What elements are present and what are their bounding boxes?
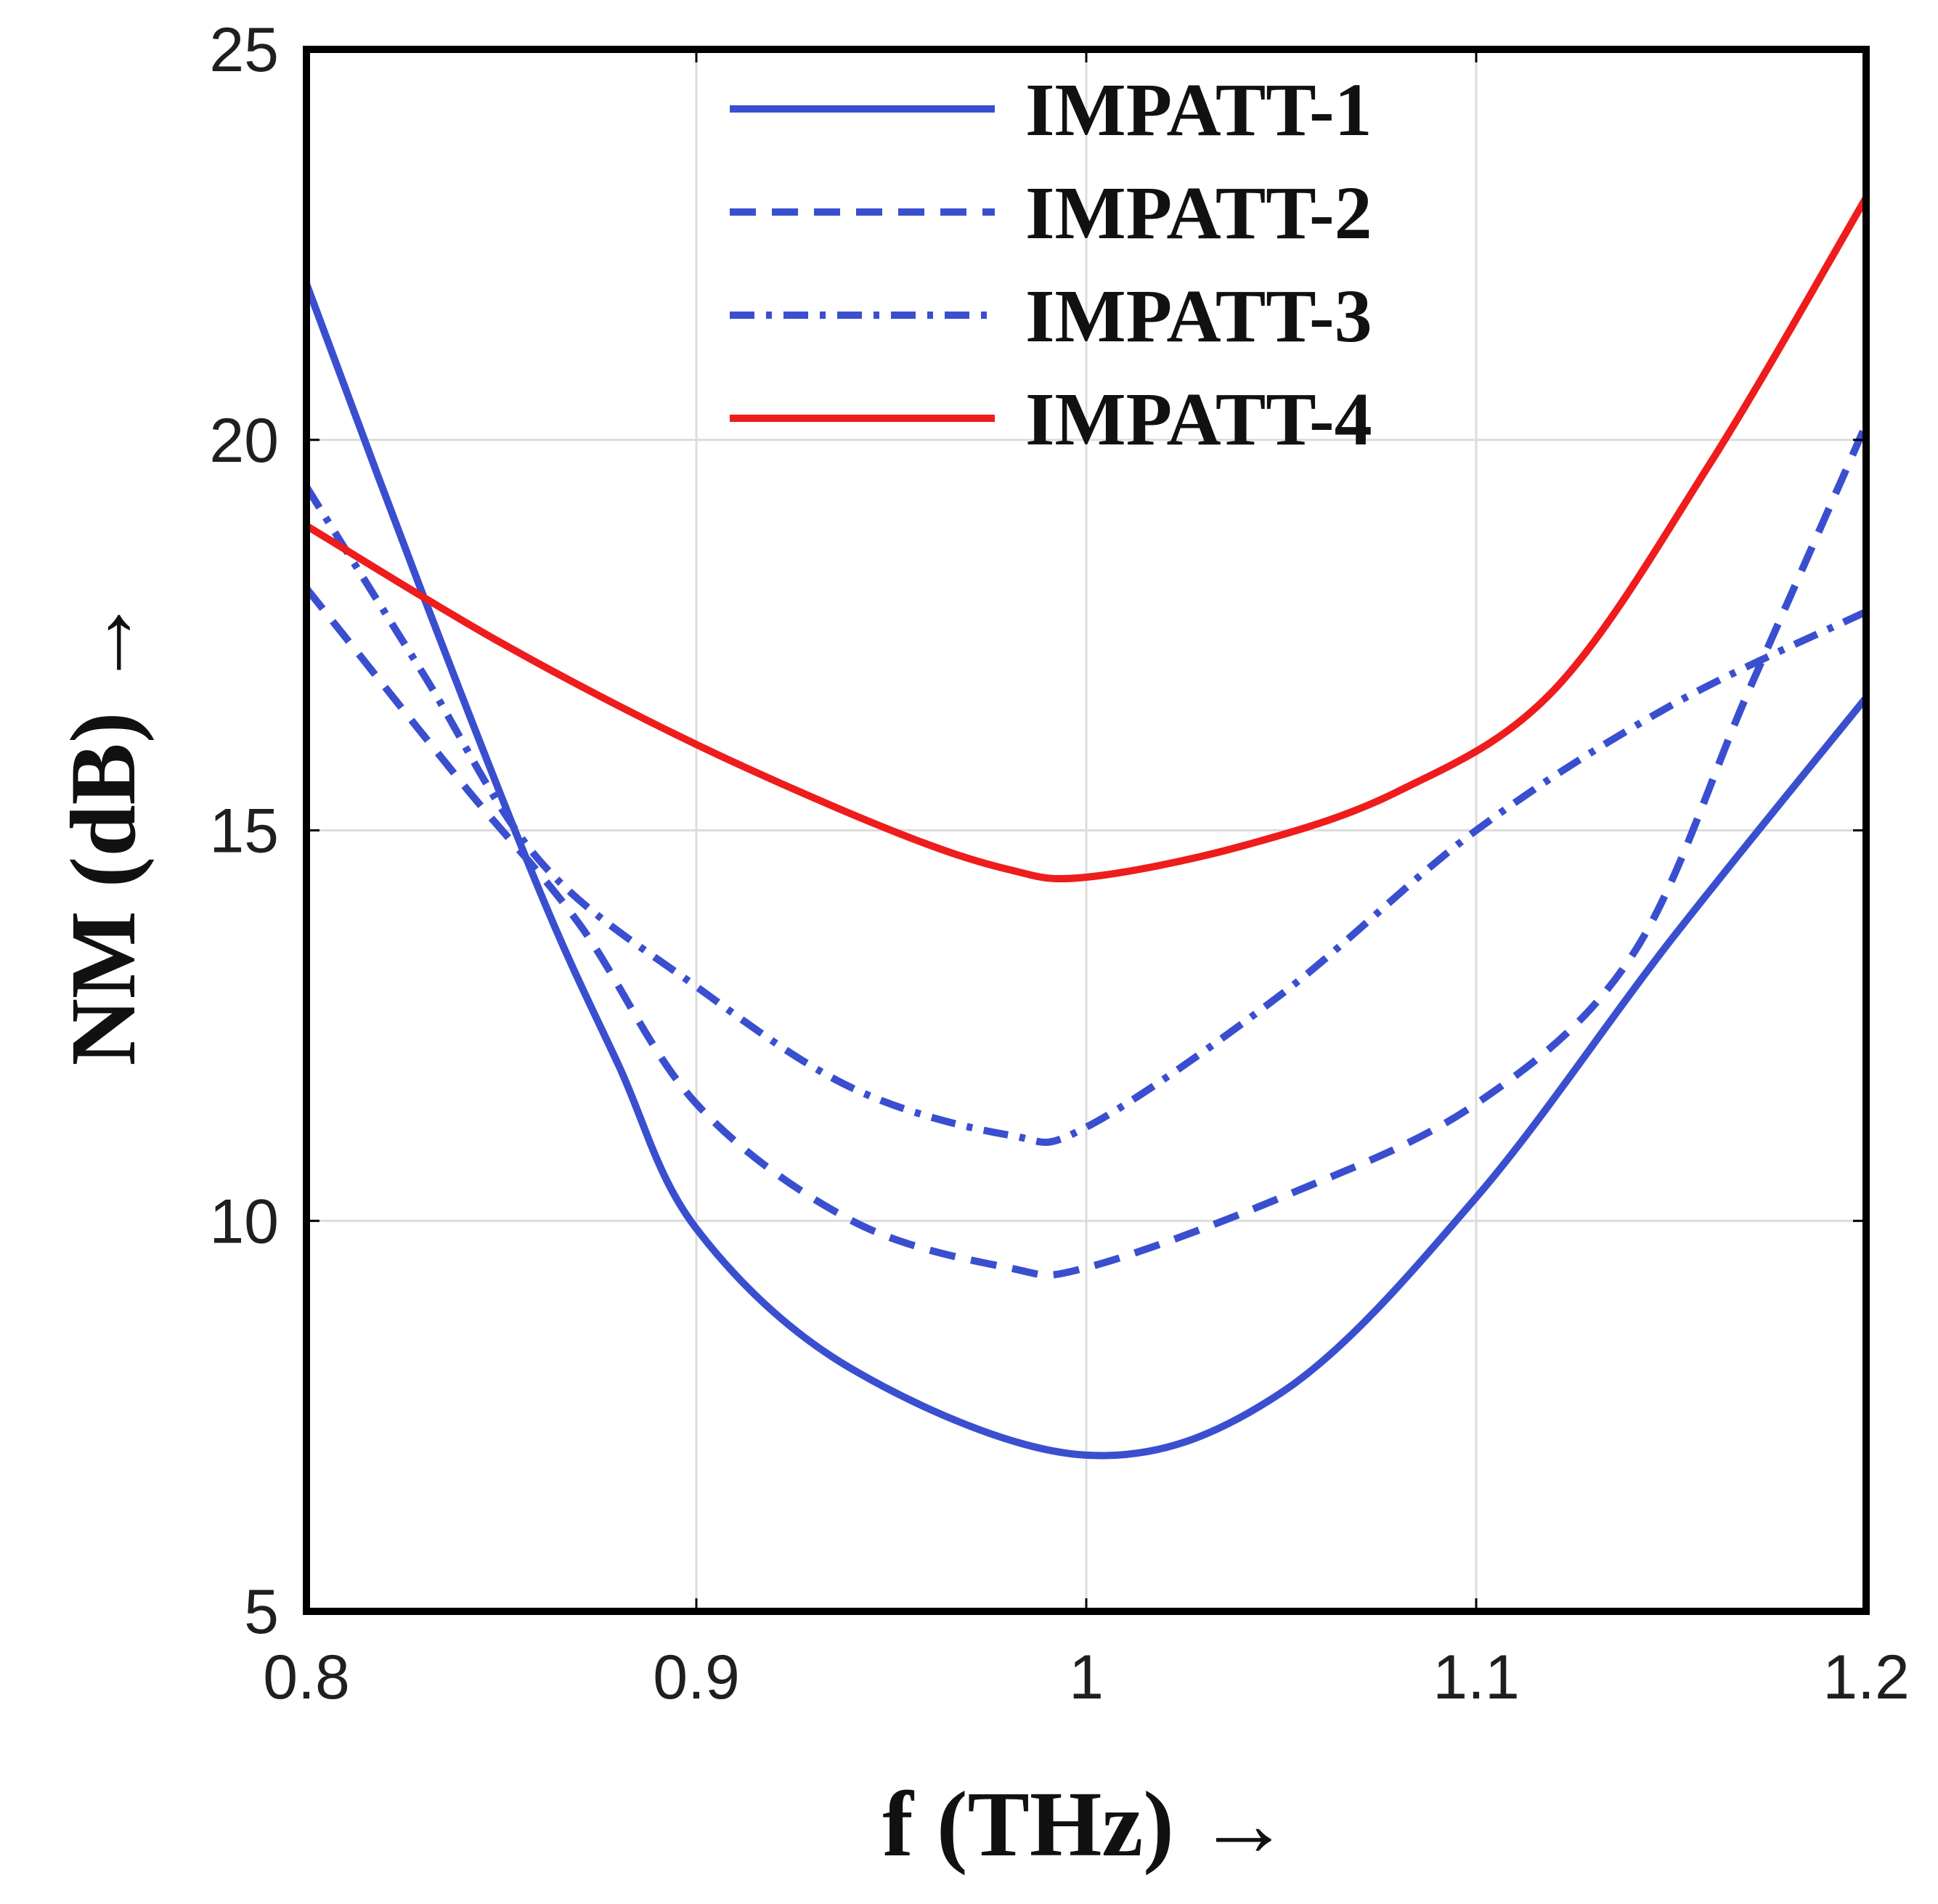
series-line-impatt-2 [304,423,1870,1279]
x-tick-label: 1 [1069,1643,1104,1712]
series-line-impatt-1 [303,282,1869,1460]
y-tick-label: 5 [244,1577,279,1647]
y-tick-label: 20 [209,406,279,476]
x-tick-label: 1.1 [1433,1643,1520,1712]
y-tick-label: 10 [209,1187,279,1256]
y-tick-label: 15 [209,797,279,866]
legend-label-impatt-4: IMPATT-4 [1025,378,1372,461]
legend: IMPATT-1 IMPATT-2 IMPATT-3 IMPATT-4 [730,68,1372,461]
y-tick-label: 25 [209,15,279,85]
x-tick-label: 0.9 [653,1643,740,1712]
y-axis-label: NM (dB) → [52,595,155,1065]
plot-area [303,195,1870,1460]
legend-label-impatt-3: IMPATT-3 [1025,274,1372,358]
x-tick-labels: 0.8 0.9 1 1.1 1.2 [263,1643,1910,1712]
ticks [305,48,1868,1613]
x-tick-label: 1.2 [1823,1643,1910,1712]
series-line-impatt-4 [304,195,1870,883]
x-axis-label: f (THz) → [882,1773,1290,1876]
legend-label-impatt-1: IMPATT-1 [1025,68,1372,152]
y-tick-labels: 5 10 15 20 25 [209,15,279,1647]
legend-label-impatt-2: IMPATT-2 [1025,171,1372,255]
x-tick-label: 0.8 [263,1643,350,1712]
